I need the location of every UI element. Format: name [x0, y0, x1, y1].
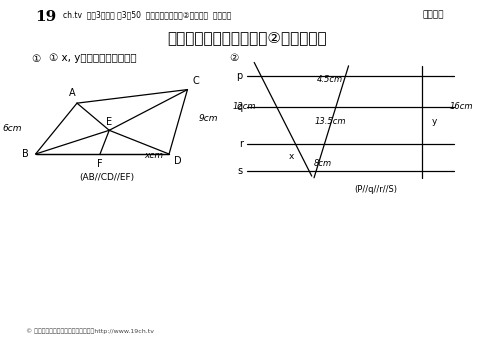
- Text: 数学（平行線と線分の比②・応用編）: 数学（平行線と線分の比②・応用編）: [168, 30, 327, 45]
- Text: 8cm: 8cm: [314, 159, 332, 168]
- Text: ch.tv  【中3数学】 中3－50  平行線と線分の比②・応用編  プリント: ch.tv 【中3数学】 中3－50 平行線と線分の比②・応用編 プリント: [63, 10, 231, 19]
- Text: s: s: [238, 166, 243, 176]
- Text: © 第一「とある男が授業をしてみた」http://www.19ch.tv: © 第一「とある男が授業をしてみた」http://www.19ch.tv: [26, 328, 155, 334]
- Text: x: x: [288, 152, 294, 161]
- Text: D: D: [174, 156, 181, 166]
- Text: ① x, yの値をもとめよう！: ① x, yの値をもとめよう！: [49, 53, 137, 63]
- Text: 12cm: 12cm: [233, 102, 256, 111]
- Text: A: A: [69, 88, 76, 98]
- Text: B: B: [22, 149, 29, 159]
- Text: q: q: [237, 102, 243, 111]
- Text: xcm: xcm: [144, 150, 163, 160]
- Text: ①: ①: [31, 54, 40, 64]
- Text: (P//q//r//S): (P//q//r//S): [355, 185, 397, 194]
- Text: 6cm: 6cm: [2, 124, 22, 133]
- Text: r: r: [239, 139, 243, 149]
- Text: 16cm: 16cm: [450, 102, 473, 111]
- Text: p: p: [237, 71, 243, 81]
- Text: E: E: [106, 117, 112, 127]
- Text: C: C: [192, 76, 199, 86]
- Text: 4.5cm: 4.5cm: [317, 76, 343, 84]
- Text: 19: 19: [36, 10, 57, 24]
- Text: ②: ②: [229, 53, 238, 63]
- Text: 9cm: 9cm: [199, 114, 218, 123]
- Text: 月　　日: 月 日: [422, 10, 444, 19]
- Text: y: y: [432, 117, 437, 126]
- Text: F: F: [97, 159, 103, 169]
- Text: (AB//CD//EF): (AB//CD//EF): [79, 173, 134, 182]
- Text: 13.5cm: 13.5cm: [314, 117, 346, 126]
